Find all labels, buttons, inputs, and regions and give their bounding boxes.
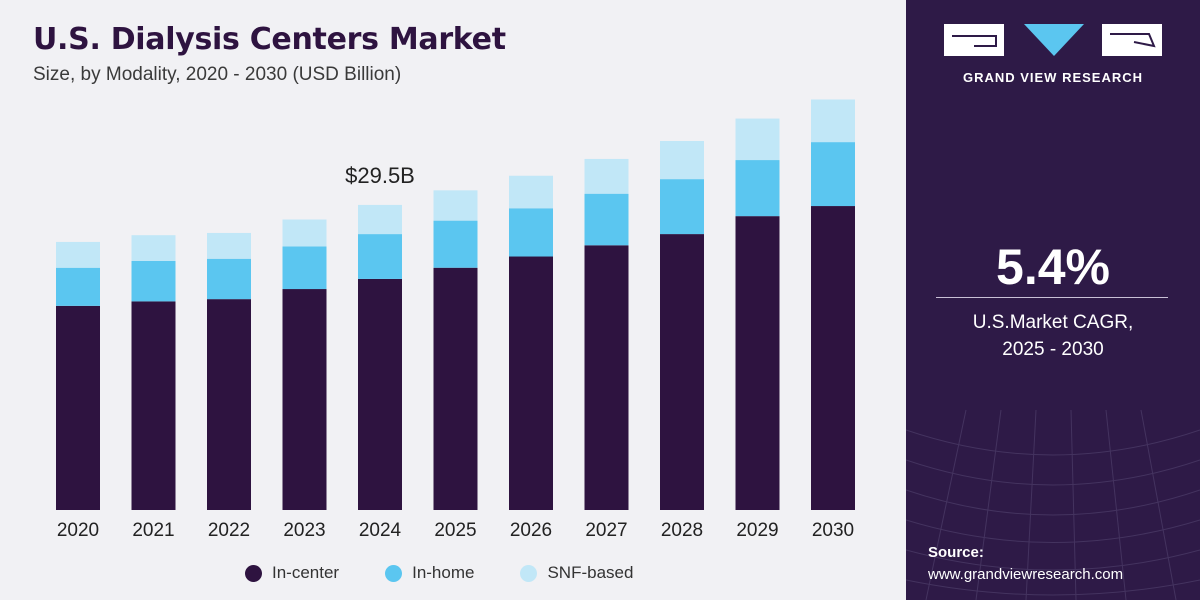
bar-snf-based-2022	[207, 232, 251, 259]
bar-snf-based-2027	[584, 158, 629, 194]
bar-in-center-2029	[735, 216, 780, 510]
legend-label-snf-based: SNF-based	[547, 563, 634, 582]
legend-item-in-center: In-center	[245, 563, 339, 583]
bar-in-center-2023	[282, 289, 327, 510]
brand-name: GRAND VIEW RESEARCH	[962, 70, 1144, 85]
gvr-logo	[944, 24, 1162, 56]
x-tick-label-2022: 2022	[208, 520, 250, 541]
bar-in-home-2021	[131, 261, 176, 302]
bar-snf-based-2029	[735, 118, 780, 161]
cagr-value: 5.4%	[996, 239, 1110, 295]
divider	[936, 297, 1168, 298]
bar-in-center-2028	[660, 234, 704, 510]
bar-in-center-2030	[811, 206, 855, 511]
cagr-label-line1: U.S.Market CAGR,	[972, 312, 1134, 333]
legend-item-snf-based: SNF-based	[520, 563, 633, 583]
legend-swatch-in-home	[385, 564, 403, 582]
cagr-label-line2: 2025 - 2030	[1002, 339, 1104, 360]
x-tick-label-2020: 2020	[57, 520, 99, 541]
bar-snf-based-2023	[282, 219, 327, 247]
legend-label-in-center: In-center	[272, 563, 340, 582]
bar-in-home-2023	[282, 246, 327, 290]
bar-in-center-2024	[358, 278, 402, 510]
bar-in-home-2028	[660, 179, 704, 235]
bar-in-center-2022	[207, 299, 251, 510]
cagr-label: U.S.Market CAGR, 2025 - 2030	[906, 309, 1200, 363]
x-tick-label-2029: 2029	[736, 520, 778, 541]
bar-in-center-2025	[433, 267, 478, 510]
legend: In-center In-home SNF-based	[245, 563, 679, 583]
bar-in-center-2026	[509, 256, 553, 510]
chart-panel: 2020 2021 2022 2023 2024 2025 2026 2027 2028 2029…	[33, 22, 855, 583]
x-tick-label-2026: 2026	[510, 520, 552, 541]
bar-chart: 2020 2021 2022 2023 2024 2025 2026 2027 2028 2029…	[56, 99, 855, 541]
x-tick-label-2027: 2027	[585, 520, 627, 541]
bar-in-home-2020	[56, 267, 100, 306]
bar-in-home-2026	[509, 208, 553, 257]
bar-snf-based-2025	[433, 190, 478, 221]
bar-snf-based-2024	[358, 204, 402, 235]
bar-in-home-2022	[207, 258, 251, 300]
data-label-2024: $29.5B	[345, 163, 415, 188]
grid-decoration	[906, 409, 1200, 600]
bar-snf-based-2021	[131, 235, 176, 261]
x-tick-label-2024: 2024	[359, 520, 402, 541]
source-label: Source:	[928, 544, 984, 561]
x-tick-label-2025: 2025	[434, 520, 476, 541]
bar-in-center-2020	[56, 305, 100, 510]
x-tick-label-2023: 2023	[283, 520, 325, 541]
bar-in-center-2021	[131, 301, 176, 510]
legend-item-in-home: In-home	[385, 563, 474, 583]
bar-in-home-2027	[584, 193, 629, 246]
bar-in-center-2027	[584, 245, 629, 510]
bar-in-home-2025	[433, 220, 478, 268]
x-tick-label-2028: 2028	[661, 520, 703, 541]
bar-snf-based-2020	[56, 241, 100, 268]
bar-in-home-2024	[358, 234, 402, 279]
legend-swatch-in-center	[245, 564, 262, 582]
source-url: www.grandviewresearch.com	[928, 566, 1124, 583]
bar-in-home-2030	[811, 142, 855, 207]
bar-snf-based-2030	[811, 99, 855, 143]
sidebar-panel: GRAND VIEW RESEARCH 5.4% U.S.Market CAGR…	[906, 0, 1200, 600]
legend-label-in-home: In-home	[412, 563, 475, 582]
bar-in-home-2029	[735, 160, 780, 217]
x-tick-label-2021: 2021	[132, 520, 174, 541]
bar-snf-based-2028	[660, 140, 704, 180]
chart-title: U.S. Dialysis Centers Market	[33, 22, 506, 57]
chart-subtitle: Size, by Modality, 2020 - 2030 (USD Bill…	[33, 64, 402, 85]
bar-snf-based-2026	[509, 175, 553, 209]
x-tick-label-2030: 2030	[812, 520, 854, 541]
legend-swatch-snf-based	[520, 564, 538, 582]
